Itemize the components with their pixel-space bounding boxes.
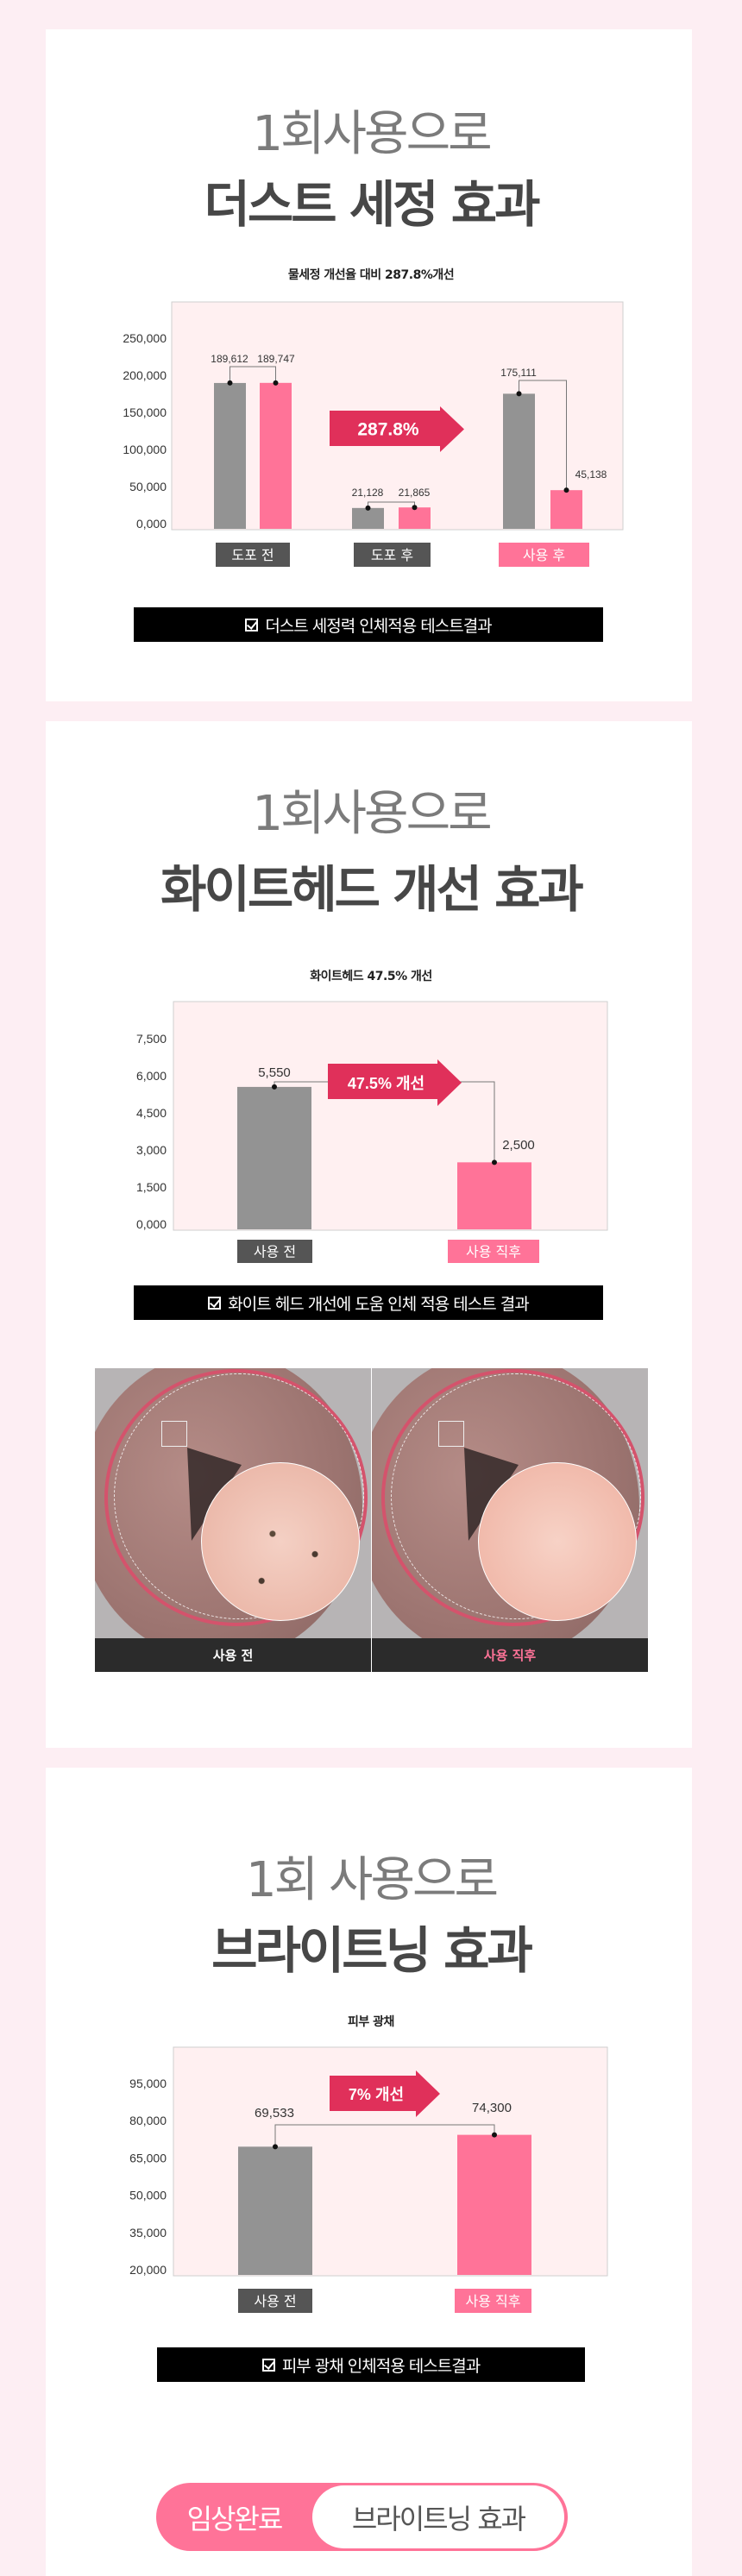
test-result-badge: 화이트 헤드 개선에 도움 인체 적용 테스트 결과 [134,1285,603,1320]
chart-title: 피부 광채 [348,2015,394,2029]
badge-label: 더스트 세정력 인체적용 테스트결과 [265,616,492,636]
magnified-skin-before [201,1462,360,1621]
pill-right-label: 브라이트닝 효과 [312,2485,564,2548]
section-title-line2: 화이트헤드 개선 효과 [160,860,584,919]
zoom-area-marker [161,1421,187,1447]
section-title-line1: 1회 사용으로 [245,1852,499,1908]
zoom-pointer [187,1448,242,1541]
photo-caption: 사용 직후 [372,1638,648,1672]
test-result-badge: 더스트 세정력 인체적용 테스트결과 [134,607,603,642]
clinical-complete-pill: 임상완료 브라이트닝 효과 [156,2483,568,2551]
section-title-line2: 더스트 세정 효과 [204,175,541,234]
photo-caption: 사용 전 [95,1638,371,1672]
photo-after: 사용 직후 [372,1368,648,1672]
magnified-skin-after [478,1462,637,1621]
section-title-line1: 1회사용으로 [252,106,492,162]
checkbox-icon [245,618,259,631]
highlight-ring [381,1369,645,1626]
dashed-ring [114,1373,364,1619]
pill-left-label: 임상완료 [186,2502,284,2535]
highlight-ring [104,1369,368,1626]
checkbox-icon [208,1296,222,1310]
dashed-ring [391,1373,641,1619]
test-result-badge: 피부 광채 인체적용 테스트결과 [157,2347,585,2382]
checkbox-icon [261,2358,275,2372]
photo-before: 사용 전 [95,1368,371,1672]
section-title-line1: 1회사용으로 [252,786,492,842]
zoom-area-marker [438,1421,464,1447]
chart-title: 화이트헤드 47.5% 개선 [310,970,432,983]
badge-label: 화이트 헤드 개선에 도움 인체 적용 테스트 결과 [228,1294,529,1314]
chart-title: 물세정 개선율 대비 287.8%개선 [287,268,455,282]
badge-label: 피부 광채 인체적용 테스트결과 [281,2356,481,2376]
section-title-line2: 브라이트닝 효과 [211,1921,533,1980]
zoom-pointer [464,1448,519,1541]
